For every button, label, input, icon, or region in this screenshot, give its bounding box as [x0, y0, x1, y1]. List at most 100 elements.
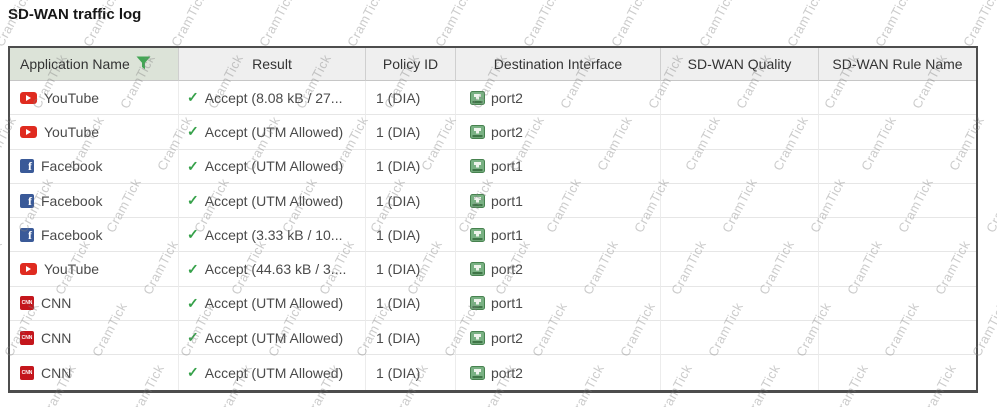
- sdwan-quality: [661, 183, 819, 219]
- watermark-text: CramTick: [520, 0, 562, 50]
- policy-id: 1 (DIA): [376, 158, 421, 175]
- watermark-text: CramTick: [608, 0, 650, 50]
- policy-id: 1 (DIA): [376, 329, 421, 346]
- facebook-icon: [20, 159, 34, 174]
- ethernet-port-icon: [470, 159, 485, 174]
- sdwan-rule-name: [819, 218, 976, 253]
- ethernet-port-icon: [470, 365, 485, 380]
- table-body: YouTube ✓ Accept (8.08 kB / 27... 1 (DIA…: [10, 81, 976, 390]
- destination-interface: port1: [491, 192, 523, 209]
- sdwan-traffic-log-table: Application Name Result Policy ID Destin…: [8, 46, 978, 393]
- facebook-icon: [20, 227, 34, 243]
- table-row[interactable]: CNN ✓ Accept (UTM Allowed) 1 (DIA) port2: [10, 355, 976, 390]
- sdwan-quality: [661, 115, 819, 150]
- watermark-text: CramTick: [696, 0, 738, 50]
- sdwan-rule-name: [819, 184, 976, 219]
- sdwan-rule-name: [819, 287, 976, 322]
- accept-check-icon: ✓: [187, 89, 199, 106]
- destination-interface: port2: [491, 364, 523, 381]
- table-header: Application Name Result Policy ID Destin…: [10, 48, 976, 81]
- application-name: YouTube: [44, 89, 100, 106]
- sdwan-rule-name: [819, 355, 976, 389]
- ethernet-port-icon: [470, 227, 485, 242]
- column-header-policy-id[interactable]: Policy ID: [366, 48, 456, 81]
- watermark-text: CramTick: [960, 0, 997, 50]
- result-text: Accept (UTM Allowed): [204, 364, 344, 381]
- accept-check-icon: ✓: [187, 364, 199, 381]
- watermark-text: CramTick: [344, 0, 386, 50]
- column-header-application-name[interactable]: Application Name: [10, 48, 179, 81]
- application-name: Facebook: [41, 192, 103, 209]
- policy-id: 1 (DIA): [376, 261, 421, 278]
- policy-id: 1 (DIA): [376, 123, 421, 140]
- sdwan-rule-name: [819, 115, 976, 150]
- sdwan-quality: [661, 286, 819, 322]
- youtube-icon: [20, 125, 37, 138]
- accept-check-icon: ✓: [187, 294, 199, 311]
- sdwan-quality: [661, 355, 819, 390]
- ethernet-port-icon: [470, 124, 485, 139]
- sdwan-rule-name: [819, 321, 976, 356]
- destination-interface: port2: [491, 329, 523, 346]
- ethernet-port-icon: [470, 90, 485, 105]
- result-text: Accept (UTM Allowed): [204, 192, 344, 209]
- destination-interface: port2: [491, 89, 523, 106]
- table-row[interactable]: Facebook ✓ Accept (UTM Allowed) 1 (DIA) …: [10, 183, 976, 219]
- column-header-result[interactable]: Result: [179, 48, 366, 81]
- sdwan-rule-name: [819, 252, 976, 287]
- column-header-label: SD-WAN Rule Name: [832, 56, 963, 72]
- sdwan-quality: [661, 252, 819, 287]
- application-name: Facebook: [41, 226, 103, 243]
- ethernet-port-icon: [470, 296, 485, 311]
- watermark-text: CramTick: [784, 0, 826, 50]
- cnn-icon: [20, 365, 34, 380]
- watermark-text: CramTick: [872, 0, 914, 50]
- table-row[interactable]: YouTube ✓ Accept (UTM Allowed) 1 (DIA) p…: [10, 115, 976, 150]
- column-header-label: Policy ID: [382, 56, 439, 72]
- ethernet-port-icon: [470, 193, 485, 208]
- result-text: Accept (UTM Allowed): [204, 329, 344, 346]
- application-name: YouTube: [44, 261, 100, 278]
- table-row[interactable]: CNN ✓ Accept (UTM Allowed) 1 (DIA) port2: [10, 321, 976, 356]
- table-row[interactable]: Facebook ✓ Accept (UTM Allowed) 1 (DIA) …: [10, 149, 976, 184]
- watermark-text: CramTick: [983, 175, 997, 236]
- facebook-icon: [20, 193, 34, 209]
- ethernet-port-icon: [470, 262, 485, 277]
- column-header-destination-interface[interactable]: Destination Interface: [456, 48, 661, 81]
- result-text: Accept (UTM Allowed): [204, 158, 344, 175]
- destination-interface: port1: [491, 295, 523, 312]
- destination-interface: port1: [491, 226, 523, 243]
- policy-id: 1 (DIA): [376, 295, 421, 312]
- accept-check-icon: ✓: [187, 226, 199, 243]
- sdwan-quality: [661, 321, 819, 356]
- table-row[interactable]: Facebook ✓ Accept (3.33 kB / 10... 1 (DI…: [10, 218, 976, 253]
- watermark-text: CramTick: [0, 237, 6, 298]
- sdwan-rule-name: [819, 81, 976, 116]
- column-header-label: Application Name: [20, 56, 130, 72]
- accept-check-icon: ✓: [187, 192, 199, 209]
- accept-check-icon: ✓: [187, 157, 199, 174]
- destination-interface: port1: [491, 158, 523, 175]
- table-row[interactable]: CNN ✓ Accept (UTM Allowed) 1 (DIA) port1: [10, 286, 976, 322]
- result-text: Accept (UTM Allowed): [204, 123, 344, 140]
- result-text: Accept (8.08 kB / 27...: [204, 89, 343, 106]
- destination-interface: port2: [491, 123, 523, 140]
- table-row[interactable]: YouTube ✓ Accept (8.08 kB / 27... 1 (DIA…: [10, 81, 976, 116]
- column-header-sdwan-quality[interactable]: SD-WAN Quality: [661, 48, 819, 81]
- destination-interface: port2: [491, 261, 523, 278]
- column-header-label: Destination Interface: [493, 56, 623, 72]
- filter-funnel-icon[interactable]: [136, 56, 151, 73]
- column-header-label: Result: [252, 56, 292, 72]
- application-name: YouTube: [44, 123, 100, 140]
- table-row[interactable]: YouTube ✓ Accept (44.63 kB / 3.... 1 (DI…: [10, 252, 976, 287]
- accept-check-icon: ✓: [187, 260, 199, 277]
- page-title: SD-WAN traffic log: [8, 6, 142, 23]
- column-header-sdwan-rule-name[interactable]: SD-WAN Rule Name: [819, 48, 976, 81]
- watermark-text: CramTick: [168, 0, 210, 50]
- sdwan-quality: [661, 218, 819, 253]
- youtube-icon: [20, 263, 37, 276]
- cnn-icon: [20, 330, 34, 345]
- policy-id: 1 (DIA): [376, 89, 421, 106]
- policy-id: 1 (DIA): [376, 364, 421, 381]
- policy-id: 1 (DIA): [376, 226, 421, 243]
